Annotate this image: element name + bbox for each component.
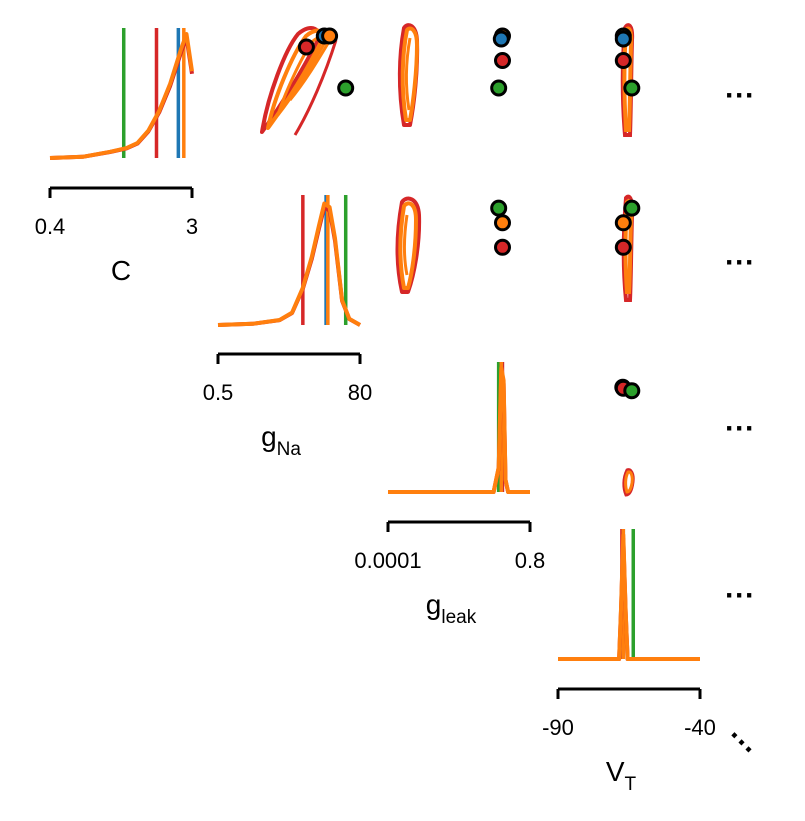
marginal-g_Na-orange-density <box>217 201 362 327</box>
marginal-g_leak-red-density <box>388 369 530 494</box>
tick-label-min: -90 <box>542 715 574 740</box>
points-row1-col2 <box>490 199 511 256</box>
row-continuation-mark-1: ··· <box>725 79 755 112</box>
marginal-C-red-density <box>49 35 194 160</box>
marginal-g_leak-orange-density <box>388 366 530 494</box>
tick-label-max: 0.8 <box>515 548 546 573</box>
axis-label: C <box>111 255 131 286</box>
points-row0-col1 <box>297 27 355 97</box>
continuation-marks: ··· ··· ··· ··· ··· <box>719 79 764 766</box>
axis-C: 0.4 3 C <box>35 186 198 286</box>
axis-g-leak: 0.0001 0.8 gleak <box>354 520 546 628</box>
tick-label-max: 3 <box>186 214 198 239</box>
contour-c-gleak <box>397 23 420 127</box>
point-green <box>623 199 641 217</box>
point-red <box>297 38 315 56</box>
row-continuation-mark-4: ··· <box>725 579 755 612</box>
points-row1-col3 <box>614 199 641 256</box>
point-green <box>490 79 508 97</box>
points-row0-col3 <box>614 27 641 97</box>
axis-V-T: -90 -40 VT <box>542 687 716 795</box>
pair-points <box>297 27 641 400</box>
contour-gna-gleak <box>395 196 422 294</box>
point-orange <box>494 214 511 232</box>
axis-label: gNa <box>261 421 301 460</box>
point-blue <box>492 30 510 48</box>
axis-label: gleak <box>426 589 477 628</box>
diagonal-continuation-mark: ··· <box>719 721 764 766</box>
marginal-g_leak <box>388 362 530 494</box>
tick-label-min: 0.0001 <box>354 548 421 573</box>
point-red <box>494 52 511 69</box>
tick-label-max: 80 <box>348 380 372 405</box>
marginal-C-orange-density <box>49 32 194 160</box>
point-blue <box>614 30 632 48</box>
point-orange <box>321 27 339 45</box>
points-row0-col2 <box>490 27 511 97</box>
axis-label: VT <box>606 756 637 795</box>
tick-label-max: -40 <box>684 715 716 740</box>
marginal-V_T <box>558 529 700 661</box>
point-red <box>494 238 511 256</box>
point-red <box>614 238 632 256</box>
point-green <box>623 79 641 97</box>
point-green <box>623 382 641 400</box>
marginal-panels <box>49 28 700 661</box>
marginal-V_T-orange-density <box>558 533 700 661</box>
axis-g-Na: 0.5 80 gNa <box>203 352 372 460</box>
contour-gleak-vt <box>622 468 635 497</box>
points-row2-col3 <box>614 378 641 400</box>
marginal-C <box>49 28 194 160</box>
marginal-g_Na <box>217 195 362 327</box>
marginal-V_T-red-density <box>558 536 700 661</box>
point-orange <box>614 214 632 232</box>
tick-label-min: 0.4 <box>35 214 66 239</box>
tick-label-min: 0.5 <box>203 380 234 405</box>
point-green <box>490 199 508 217</box>
row-continuation-mark-2: ··· <box>725 246 755 279</box>
point-red <box>614 52 632 69</box>
row-continuation-mark-3: ··· <box>725 412 755 445</box>
point-green <box>337 79 355 97</box>
axes: 0.4 3 C 0.5 80 gNa 0.0001 0.8 gleak -90 -40 VT <box>35 186 716 795</box>
